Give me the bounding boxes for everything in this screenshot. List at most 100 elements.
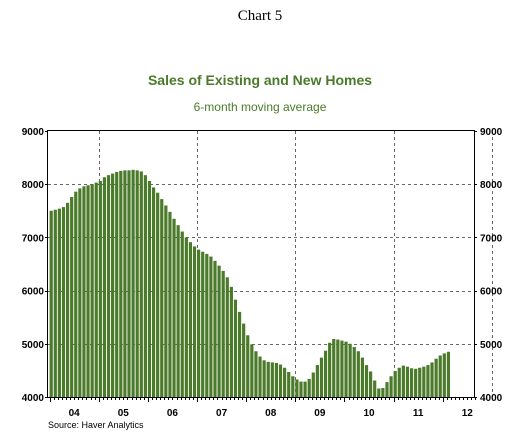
bar	[135, 170, 139, 397]
bar	[328, 342, 332, 397]
bar	[164, 205, 168, 397]
bar	[348, 343, 352, 397]
x-tick-label: 04	[69, 408, 81, 419]
bar	[201, 251, 205, 397]
bar	[291, 376, 295, 397]
bar	[356, 351, 360, 397]
bar	[364, 365, 369, 397]
bar	[172, 218, 176, 397]
bar	[369, 371, 373, 397]
y-tick-label-right: 6000	[480, 287, 503, 298]
x-tick-label: 05	[118, 408, 130, 419]
bar	[274, 362, 279, 397]
bar	[168, 211, 172, 397]
bar	[319, 357, 324, 397]
bar	[409, 368, 414, 397]
bar	[246, 335, 250, 397]
bar	[139, 171, 143, 397]
bars	[49, 169, 451, 397]
source-note: Source: Haver Analytics	[48, 420, 144, 430]
x-tick-label: 10	[363, 408, 375, 419]
bar	[131, 169, 135, 397]
bar	[192, 246, 197, 397]
bar	[90, 184, 94, 397]
bar	[106, 175, 111, 397]
x-tick-label: 06	[167, 408, 179, 419]
y-tick-label-right: 8000	[480, 180, 503, 191]
bar	[180, 231, 184, 397]
y-tick-label-left: 6000	[22, 287, 45, 298]
bar	[340, 340, 344, 397]
bar	[254, 351, 258, 397]
y-tick-label-left: 9000	[22, 127, 45, 138]
bar	[65, 202, 70, 397]
bar	[307, 378, 311, 397]
bar	[151, 187, 156, 397]
bar	[373, 380, 377, 397]
bar	[213, 260, 217, 397]
bar	[434, 358, 438, 397]
bar	[225, 277, 229, 397]
bar	[242, 323, 246, 397]
x-tick-label: 07	[216, 408, 228, 419]
bar	[332, 339, 336, 397]
bar	[336, 339, 340, 397]
x-tick-label: 09	[314, 408, 326, 419]
bar	[143, 175, 147, 397]
bar	[446, 351, 451, 397]
y-tick-label-left: 4000	[22, 393, 45, 404]
bar	[160, 199, 164, 397]
bar	[381, 387, 385, 397]
bar	[397, 367, 401, 397]
bar	[442, 353, 446, 397]
bar	[221, 270, 225, 397]
bar	[78, 188, 82, 397]
bar	[156, 192, 160, 397]
bar	[176, 225, 180, 397]
bar	[352, 346, 356, 397]
bar	[98, 181, 102, 397]
bar	[270, 362, 274, 397]
bar	[311, 372, 315, 397]
bar	[233, 299, 238, 397]
bar	[405, 366, 410, 397]
x-tick-label: 11	[413, 408, 424, 419]
x-tick-label: 12	[462, 408, 474, 419]
bar	[377, 388, 381, 397]
y-tick-label-right: 7000	[480, 233, 503, 244]
bar	[250, 344, 254, 397]
bar	[147, 181, 152, 397]
bar	[426, 365, 430, 397]
y-tick-label-left: 7000	[22, 233, 45, 244]
bar	[86, 185, 90, 397]
bar	[94, 182, 98, 397]
bar	[360, 357, 365, 397]
bar	[422, 366, 426, 397]
bar	[237, 311, 242, 397]
bar	[123, 170, 127, 397]
bar	[287, 371, 291, 397]
bar	[115, 171, 119, 397]
bar	[49, 210, 53, 397]
bar	[418, 367, 422, 397]
y-tick-label-right: 9000	[480, 127, 503, 138]
bar	[303, 381, 307, 397]
bar	[283, 367, 287, 397]
bar	[119, 170, 123, 397]
bar	[53, 209, 57, 397]
bar	[438, 355, 442, 397]
bar	[299, 381, 303, 397]
bar	[188, 242, 193, 397]
bar	[127, 170, 131, 397]
bar	[323, 350, 328, 397]
bar	[258, 356, 262, 397]
chart-title: Sales of Existing and New Homes	[148, 72, 372, 88]
bar	[205, 253, 209, 397]
chart-subtitle: 6-month moving average	[194, 100, 327, 114]
bar	[389, 376, 393, 397]
bar	[61, 207, 66, 397]
bar	[82, 186, 86, 397]
bar	[74, 191, 78, 397]
bar	[70, 196, 74, 397]
